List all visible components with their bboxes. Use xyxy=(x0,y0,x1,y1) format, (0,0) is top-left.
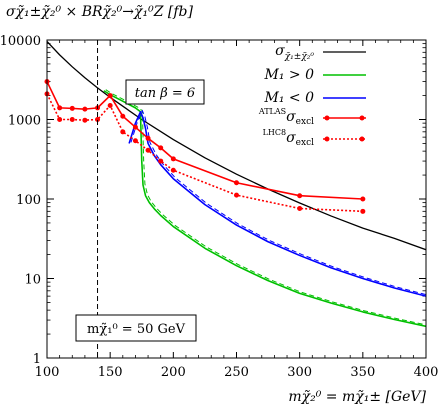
tan-beta-label: tan β = 6 xyxy=(135,86,195,101)
y-tick-label: 10 xyxy=(24,273,41,288)
legend: σχ̃₁±χ̃₂⁰ M₁ > 0 M₁ < 0 ATLASσexcl LHC8σ… xyxy=(258,43,366,148)
series-point-3 xyxy=(107,93,113,99)
y-tick-label: 1000 xyxy=(8,114,41,129)
series-line-1 xyxy=(103,90,426,328)
markers-layer xyxy=(44,79,366,214)
series-point-4 xyxy=(145,147,151,153)
series-point-3 xyxy=(158,145,164,151)
series-point-3 xyxy=(132,124,138,130)
series-point-3 xyxy=(170,156,176,162)
series-layer xyxy=(47,40,426,328)
series-point-4 xyxy=(132,138,138,144)
series-point-3 xyxy=(82,106,88,112)
x-tick-label: 350 xyxy=(350,365,375,380)
legend-entry-m1-positive: M₁ > 0 xyxy=(264,67,366,83)
series-point-4 xyxy=(360,208,366,214)
plot-frame xyxy=(46,39,427,359)
x-tick-label: 400 xyxy=(414,365,439,380)
x-tick-label: 200 xyxy=(161,365,186,380)
series-point-3 xyxy=(234,180,239,186)
x-tick-label: 250 xyxy=(224,365,249,380)
series-point-3 xyxy=(69,105,75,111)
neutralino-mass-box: mχ̃₁⁰ = 50 GeV xyxy=(75,314,197,342)
series-line-4 xyxy=(47,93,363,213)
series-line-0 xyxy=(47,40,426,251)
svg-text:ATLASσexcl: ATLASσexcl xyxy=(258,107,314,127)
svg-text:M₁ > 0: M₁ > 0 xyxy=(264,67,315,83)
tan-beta-box: tan β = 6 xyxy=(125,79,205,105)
series-point-3 xyxy=(57,105,63,111)
svg-text:M₁ < 0: M₁ < 0 xyxy=(264,90,315,106)
series-point-4 xyxy=(120,129,126,135)
y-tick-label: 100 xyxy=(16,193,41,208)
svg-text:LHC8σexcl: LHC8σexcl xyxy=(263,128,315,148)
svg-text:σχ̃₁±χ̃₂⁰: σχ̃₁±χ̃₂⁰ xyxy=(275,43,314,62)
series-point-4 xyxy=(158,158,164,164)
y-tick-label: 1 xyxy=(33,352,41,367)
series-point-3 xyxy=(360,196,366,202)
series-point-4 xyxy=(297,205,303,211)
x-tick-label: 100 xyxy=(35,365,60,380)
legend-entry-lhc8: LHC8σexcl xyxy=(263,128,366,148)
x-axis-title: mχ̃₂⁰ = mχ̃₁± [GeV] xyxy=(288,389,426,405)
series-point-4 xyxy=(95,117,101,122)
series-line-1-alt xyxy=(105,89,426,326)
axis-ticks: 100 150 200 250 300 350 400 1 10 100 1000 10000 xyxy=(0,34,438,380)
series-point-4 xyxy=(57,117,63,122)
legend-entry-atlas: ATLASσexcl xyxy=(258,107,366,127)
x-tick-label: 300 xyxy=(287,365,312,380)
series-point-3 xyxy=(297,193,303,199)
series-point-4 xyxy=(170,167,176,173)
legend-entry-total: σχ̃₁±χ̃₂⁰ xyxy=(275,43,366,62)
neutralino-mass-label: mχ̃₁⁰ = 50 GeV xyxy=(87,322,186,337)
series-line-2 xyxy=(128,111,426,297)
legend-entry-m1-negative: M₁ < 0 xyxy=(264,90,366,106)
y-tick-label: 10000 xyxy=(0,34,41,49)
series-point-4 xyxy=(82,117,88,123)
series-point-4 xyxy=(234,192,239,198)
series-point-4 xyxy=(107,103,113,109)
series-point-3 xyxy=(120,113,126,119)
series-line-3 xyxy=(47,81,363,200)
series-line-2-alt xyxy=(130,109,426,296)
x-tick-label: 150 xyxy=(98,365,123,380)
y-axis-title: σχ̃₁±χ̃₂⁰ × BRχ̃₂⁰→χ̃₁⁰Z [fb] xyxy=(6,4,193,20)
series-point-3 xyxy=(145,135,151,141)
series-point-4 xyxy=(69,117,75,122)
